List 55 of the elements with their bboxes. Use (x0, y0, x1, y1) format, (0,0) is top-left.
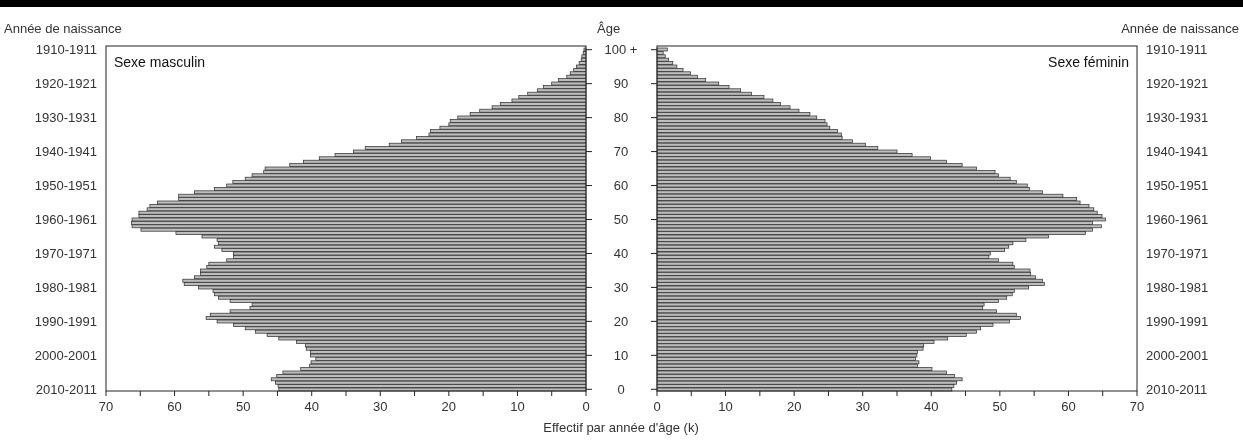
y-tick-label: 1970-1971 (34, 245, 97, 261)
x-tick-label: 40 (304, 399, 319, 414)
x-tick-label: 60 (167, 399, 182, 414)
y-tick-label: 0 (617, 381, 625, 397)
y2-tick-label: 1990-1991 (1146, 313, 1209, 329)
y2-tick-label: 1920-1921 (1146, 76, 1209, 92)
y-tick-label: 100 + (604, 42, 638, 58)
y2-tick-label: 1950-1951 (1146, 178, 1209, 194)
x-tick-label: 0 (653, 399, 661, 414)
x-axis-title: Effectif par année d'âge (k) (543, 420, 699, 435)
y-tick-label: 70 (613, 144, 629, 160)
y-tick-label: 30 (613, 279, 629, 295)
y-tick-label: 20 (613, 313, 629, 329)
y-tick-label: 1950-1951 (34, 178, 97, 194)
y-tick-label: 1960-1961 (34, 212, 97, 227)
y-tick-label: 90 (613, 76, 629, 92)
y2-tick-label: 2000-2001 (1146, 347, 1209, 363)
y-tick-label: 10 (613, 347, 629, 363)
y-axis-title: Âge (597, 21, 621, 36)
x-tick-label: 30 (373, 399, 388, 414)
x-tick-label: 50 (235, 399, 251, 414)
y2-tick-label: 1940-1941 (1146, 144, 1209, 160)
y2-tick-label: 1960-1961 (1146, 212, 1209, 227)
y2-tick-label: 1970-1971 (1146, 245, 1209, 261)
y-tick-label: 1930-1931 (34, 110, 97, 126)
x-tick-label: 10 (510, 399, 525, 414)
y-axis-title: Année de naissance (4, 21, 122, 36)
x-tick-label: 10 (718, 399, 733, 414)
y-tick-label: 80 (613, 110, 629, 126)
y-tick-label: 1980-1981 (34, 279, 97, 295)
y2-tick-label: 2010-2011 (1146, 381, 1208, 397)
x-tick-label: 70 (98, 399, 114, 414)
y-tick-label: 2010-2011 (35, 381, 97, 397)
y2-tick-label: 1930-1931 (1146, 110, 1209, 126)
x-tick-label: 40 (924, 399, 939, 414)
x-tick-label: 60 (1061, 399, 1076, 414)
y-tick-label: 2000-2001 (34, 347, 97, 363)
x-tick-label: 20 (441, 399, 457, 414)
x-tick-label: 0 (582, 399, 590, 414)
y-tick-label: 1920-1921 (34, 76, 97, 92)
x-tick-label: 30 (855, 399, 870, 414)
x-tick-label: 50 (992, 399, 1008, 414)
y-tick-label: 1990-1991 (34, 313, 97, 329)
x-tick-label: 20 (786, 399, 802, 414)
text: Sexe masculin (114, 54, 206, 70)
y-tick-label: 50 (613, 212, 629, 227)
y2-axis-title: Année de naissance (1121, 21, 1239, 36)
y-tick-label: 1910-1911 (35, 42, 97, 58)
text: Sexe féminin (1048, 54, 1129, 70)
y2-tick-label: 1910-1911 (1146, 42, 1208, 58)
y-tick-label: 60 (613, 178, 629, 194)
x-tick-label: 70 (1129, 399, 1145, 414)
y-tick-label: 40 (613, 245, 629, 261)
y-tick-label: 1940-1941 (34, 144, 97, 160)
y2-tick-label: 1980-1981 (1146, 279, 1209, 295)
